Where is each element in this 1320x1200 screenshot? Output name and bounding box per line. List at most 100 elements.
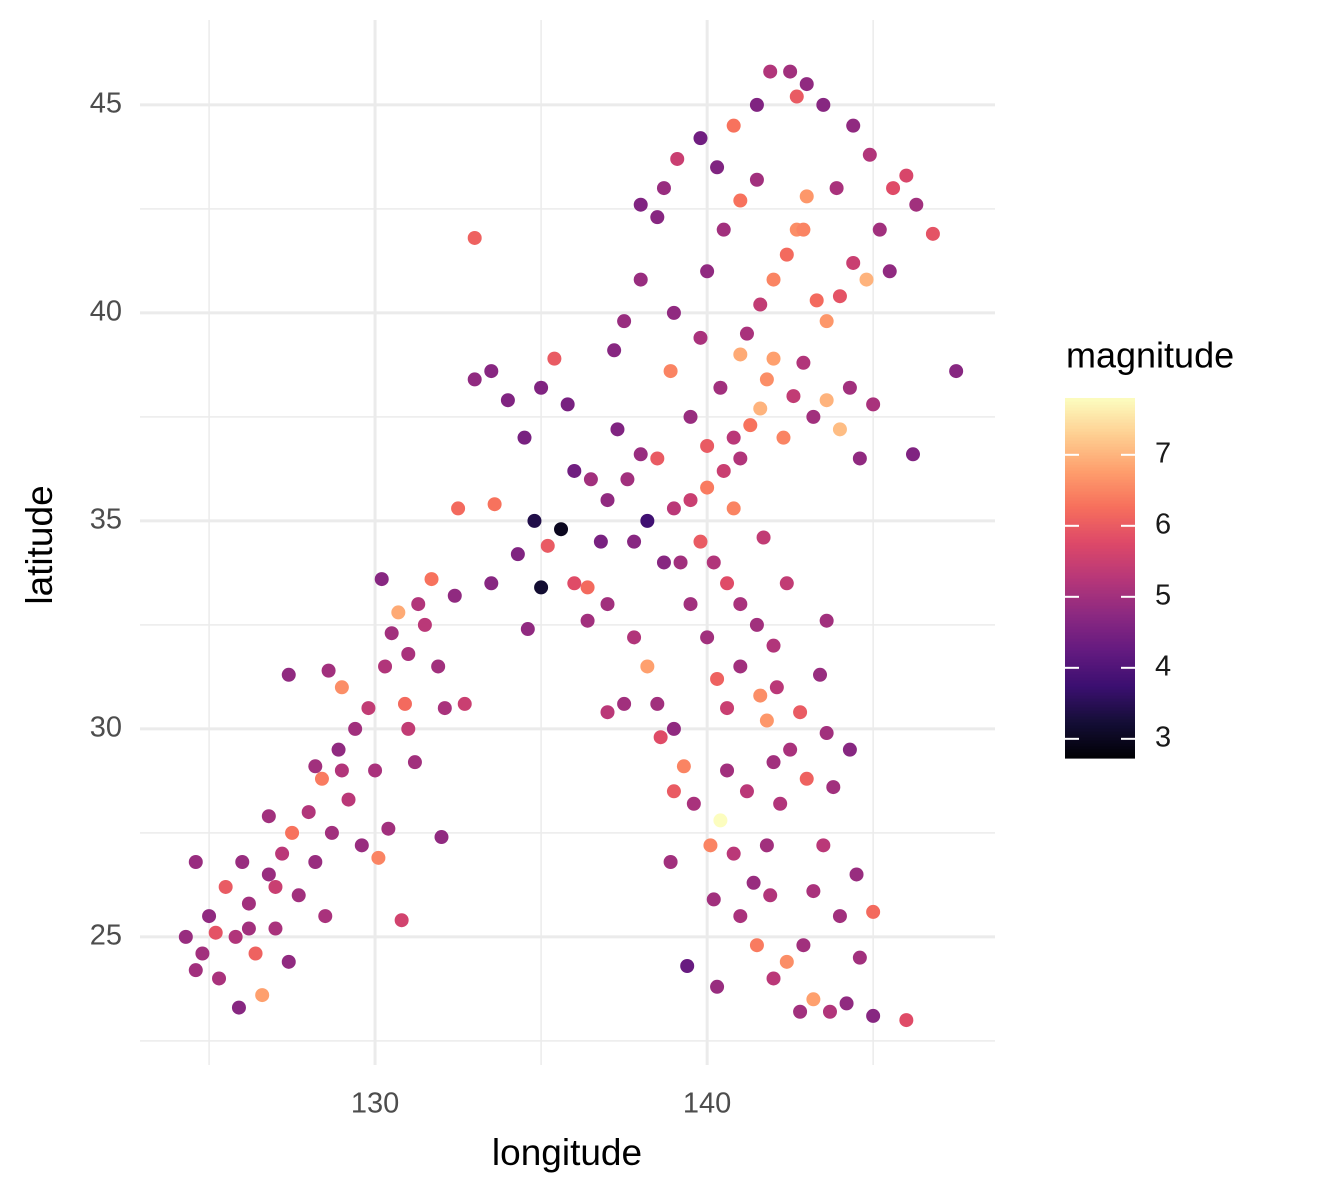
- point: [500, 393, 515, 408]
- point: [378, 659, 393, 674]
- colorbar-segment: [1065, 719, 1135, 723]
- colorbar-segment: [1065, 494, 1135, 498]
- point: [334, 680, 349, 695]
- point: [484, 576, 499, 591]
- colorbar-segment: [1065, 608, 1135, 612]
- point: [713, 813, 728, 828]
- point: [663, 854, 678, 869]
- colorbar-segment: [1065, 743, 1135, 747]
- colorbar-segment: [1065, 563, 1135, 567]
- point: [195, 946, 210, 961]
- colorbar-segment: [1065, 653, 1135, 657]
- point: [434, 830, 449, 845]
- point: [640, 513, 655, 528]
- point: [600, 705, 615, 720]
- colorbar-segment: [1065, 488, 1135, 492]
- point: [683, 597, 698, 612]
- colorbar-segment: [1065, 470, 1135, 474]
- colorbar-segment: [1065, 458, 1135, 462]
- point: [776, 430, 791, 445]
- colorbar-segment: [1065, 419, 1135, 423]
- point: [949, 364, 964, 379]
- colorbar-segment: [1065, 710, 1135, 714]
- colorbar-segment: [1065, 476, 1135, 480]
- point: [813, 667, 828, 682]
- colorbar-segment: [1065, 437, 1135, 441]
- point: [627, 630, 642, 645]
- point: [882, 264, 897, 279]
- point: [700, 264, 715, 279]
- point: [314, 771, 329, 786]
- point: [749, 617, 764, 632]
- point: [510, 547, 525, 562]
- y-tick-label: 30: [90, 712, 122, 744]
- point: [796, 355, 811, 370]
- point: [909, 197, 924, 212]
- point: [534, 380, 549, 395]
- point: [766, 272, 781, 287]
- point: [666, 305, 681, 320]
- point: [384, 626, 399, 641]
- colorbar-segment: [1065, 617, 1135, 621]
- point: [733, 347, 748, 362]
- point: [846, 255, 861, 270]
- point: [487, 497, 502, 512]
- point: [756, 530, 771, 545]
- colorbar-segment: [1065, 593, 1135, 597]
- point: [673, 555, 688, 570]
- point: [899, 168, 914, 183]
- colorbar-segment: [1065, 524, 1135, 528]
- point: [796, 938, 811, 953]
- point: [733, 909, 748, 924]
- point: [746, 875, 761, 890]
- colorbar-segment: [1065, 455, 1135, 459]
- point: [666, 784, 681, 799]
- y-tick-label: 45: [90, 88, 122, 120]
- colorbar-segment: [1065, 527, 1135, 531]
- point: [666, 501, 681, 516]
- point: [859, 272, 874, 287]
- point: [886, 181, 901, 196]
- point: [520, 622, 535, 637]
- point: [733, 659, 748, 674]
- point: [617, 696, 632, 711]
- colorbar-segment: [1065, 425, 1135, 429]
- colorbar-segment: [1065, 485, 1135, 489]
- point: [676, 759, 691, 774]
- colorbar-segment: [1065, 416, 1135, 420]
- point: [281, 954, 296, 969]
- colorbar-segment: [1065, 401, 1135, 405]
- point: [281, 667, 296, 682]
- point: [783, 64, 798, 79]
- point: [905, 447, 920, 462]
- point: [716, 222, 731, 237]
- point: [261, 867, 276, 882]
- point: [640, 659, 655, 674]
- point: [806, 884, 821, 899]
- point: [842, 380, 857, 395]
- point: [285, 825, 300, 840]
- colorbar-segment: [1065, 578, 1135, 582]
- point: [683, 409, 698, 424]
- point: [763, 888, 778, 903]
- colorbar-segment: [1065, 695, 1135, 699]
- colorbar-tick-label: 7: [1155, 437, 1171, 469]
- colorbar-segment: [1065, 548, 1135, 552]
- point: [839, 996, 854, 1011]
- point: [361, 701, 376, 716]
- point: [693, 330, 708, 345]
- point: [308, 854, 323, 869]
- point: [749, 938, 764, 953]
- colorbar-segment: [1065, 422, 1135, 426]
- point: [424, 572, 439, 587]
- point: [866, 904, 881, 919]
- colorbar-segment: [1065, 689, 1135, 693]
- point: [766, 638, 781, 653]
- colorbar-segment: [1065, 698, 1135, 702]
- x-axis-title: longitude: [492, 1132, 642, 1173]
- colorbar-segment: [1065, 428, 1135, 432]
- point: [872, 222, 887, 237]
- point: [401, 721, 416, 736]
- colorbar-segment: [1065, 491, 1135, 495]
- point: [726, 118, 741, 133]
